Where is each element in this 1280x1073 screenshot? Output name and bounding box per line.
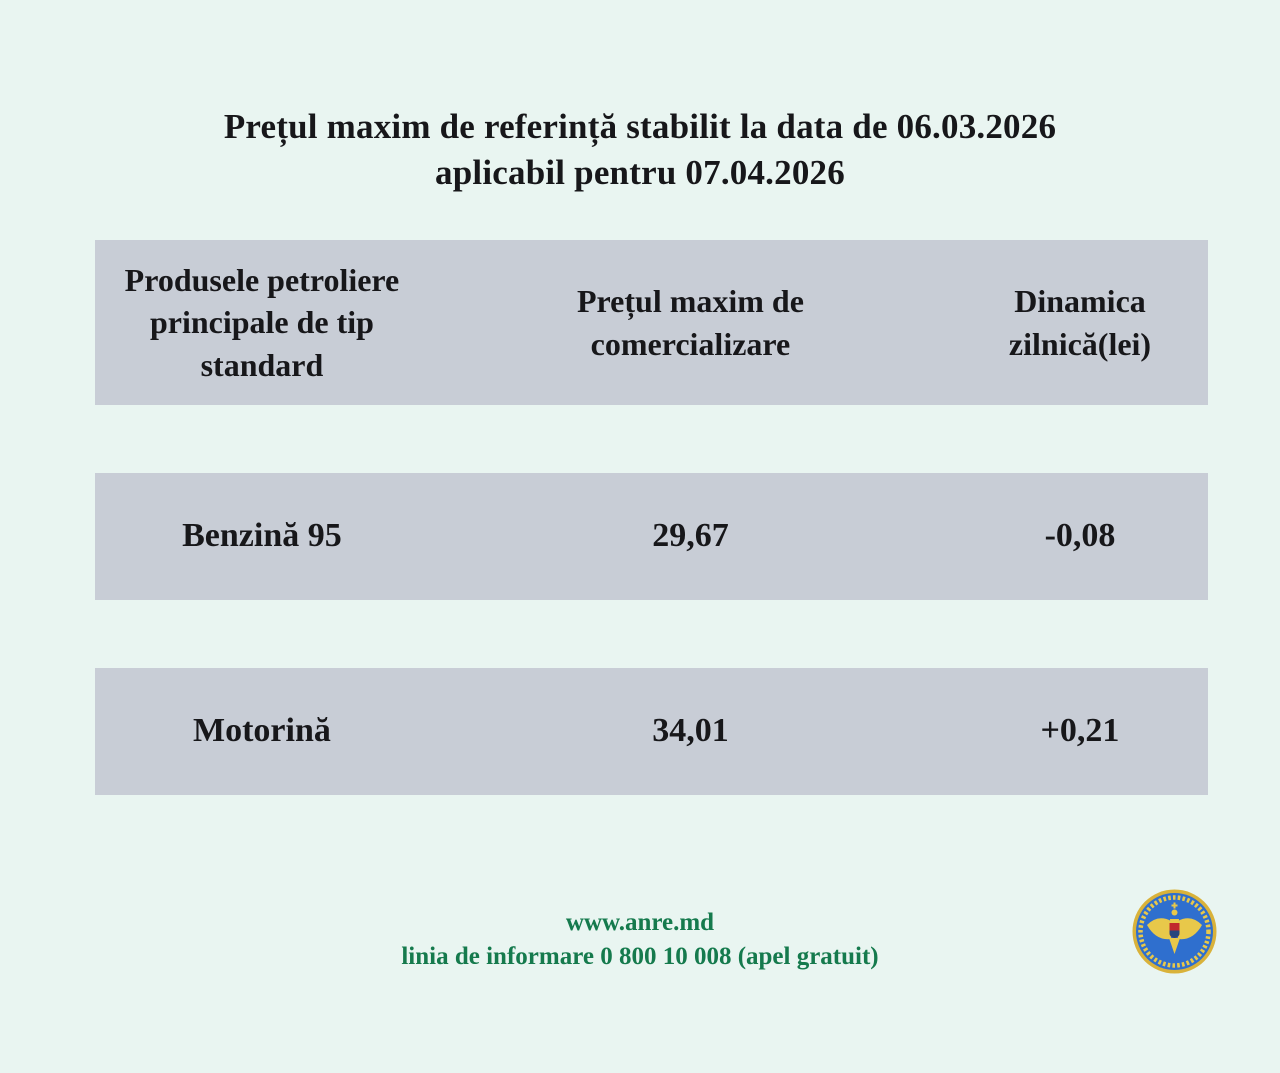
page-title: Prețul maxim de referință stabilit la da… — [0, 104, 1280, 195]
page-title-line2: aplicabil pentru 07.04.2026 — [435, 152, 845, 192]
footer-contact-info: www.anre.md linia de informare 0 800 10 … — [0, 906, 1280, 974]
header-price-column: Prețul maxim de comercializare — [576, 283, 804, 362]
table-row-benzina: Benzină 95 29,67 -0,08 — [95, 473, 1208, 600]
product-name: Motorină — [193, 712, 331, 750]
daily-dynamic-value: +0,21 — [1040, 712, 1120, 750]
header-product-column: Produsele petroliere principale de tip s… — [124, 262, 400, 383]
product-name: Benzină 95 — [182, 517, 342, 555]
table-row-motorina: Motorină 34,01 +0,21 — [95, 668, 1208, 795]
header-dynamic-column: Dinamica zilnică(lei) — [1008, 283, 1152, 362]
state-emblem-icon — [1132, 889, 1217, 974]
page-title-line1: Prețul maxim de referință stabilit la da… — [223, 107, 1057, 146]
fuel-price-table: Produsele petroliere principale de tip s… — [95, 240, 1208, 795]
website-url: www.anre.md — [565, 909, 715, 936]
max-price-value: 29,67 — [652, 517, 729, 555]
max-price-value: 34,01 — [652, 712, 729, 750]
table-header-row: Produsele petroliere principale de tip s… — [95, 240, 1208, 405]
daily-dynamic-value: -0,08 — [1044, 517, 1116, 555]
info-phone-line: linia de informare 0 800 10 008 (apel gr… — [401, 942, 879, 970]
anre-moldova-emblem-icon — [1132, 889, 1217, 974]
